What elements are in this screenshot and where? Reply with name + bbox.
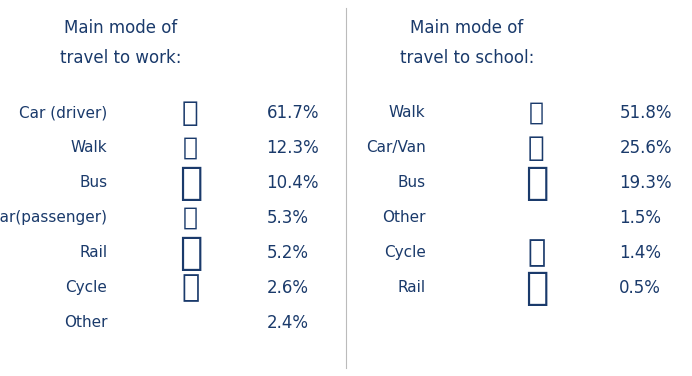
Text: 🚗: 🚗 — [528, 134, 545, 162]
Text: Car/Van: Car/Van — [366, 140, 426, 155]
Text: 1.4%: 1.4% — [619, 244, 662, 262]
Text: 51.8%: 51.8% — [619, 104, 672, 122]
Text: Other: Other — [64, 315, 107, 330]
Text: 10.4%: 10.4% — [266, 174, 319, 192]
Text: 12.3%: 12.3% — [266, 139, 319, 157]
Text: 61.7%: 61.7% — [266, 104, 319, 122]
Text: Car (driver): Car (driver) — [19, 105, 107, 120]
Text: Cycle: Cycle — [383, 245, 426, 260]
Text: 🚲: 🚲 — [181, 273, 199, 302]
Text: 🚆: 🚆 — [179, 233, 202, 272]
Text: Walk: Walk — [389, 105, 426, 120]
Text: 🚆: 🚆 — [525, 268, 548, 307]
Text: 5.3%: 5.3% — [266, 209, 309, 227]
Text: 0.5%: 0.5% — [619, 279, 662, 297]
Text: 🚌: 🚌 — [525, 164, 548, 202]
Text: Bus: Bus — [79, 175, 107, 190]
Text: Car(passenger): Car(passenger) — [0, 210, 107, 225]
Text: Main mode of: Main mode of — [64, 19, 178, 37]
Text: 2.4%: 2.4% — [266, 314, 309, 332]
Text: Main mode of: Main mode of — [410, 19, 524, 37]
Text: 1.5%: 1.5% — [619, 209, 662, 227]
Text: 🚶: 🚶 — [529, 101, 544, 125]
Text: travel to school:: travel to school: — [400, 49, 534, 67]
Text: 🚗: 🚗 — [183, 206, 198, 230]
Text: Bus: Bus — [397, 175, 426, 190]
Text: Cycle: Cycle — [65, 280, 107, 295]
Text: 19.3%: 19.3% — [619, 174, 672, 192]
Text: Rail: Rail — [397, 280, 426, 295]
Text: Other: Other — [382, 210, 426, 225]
Text: 5.2%: 5.2% — [266, 244, 309, 262]
Text: 2.6%: 2.6% — [266, 279, 309, 297]
Text: 🚌: 🚌 — [179, 164, 202, 202]
Text: Rail: Rail — [79, 245, 107, 260]
Text: 🚶: 🚶 — [183, 136, 198, 160]
Text: Walk: Walk — [71, 140, 107, 155]
Text: 🚲: 🚲 — [527, 238, 545, 267]
Text: 25.6%: 25.6% — [619, 139, 672, 157]
Text: travel to work:: travel to work: — [60, 49, 182, 67]
Text: 🚗: 🚗 — [182, 99, 199, 127]
